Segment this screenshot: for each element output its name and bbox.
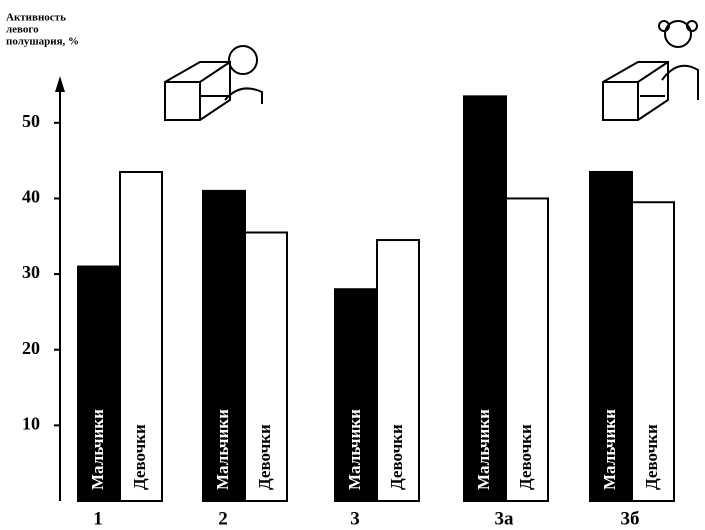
bar-label: Девочки bbox=[387, 424, 406, 490]
bar-label: Мальчики bbox=[474, 409, 493, 490]
x-tick-label: 1 bbox=[93, 508, 103, 529]
y-tick-label: 30 bbox=[22, 262, 40, 282]
y-tick-label: 20 bbox=[22, 338, 40, 358]
bar-label: Мальчики bbox=[88, 409, 107, 490]
bar-label: Девочки bbox=[255, 424, 274, 490]
page: Активностьлевогополушария, % 10 20 30 40 50 1 М… bbox=[0, 0, 705, 530]
bar-label: Девочки bbox=[130, 424, 149, 490]
bar-label: Мальчики bbox=[213, 409, 232, 490]
icon-girl bbox=[603, 21, 698, 120]
y-tick-label: 50 bbox=[22, 111, 40, 131]
x-tick-label: 3б bbox=[621, 508, 640, 529]
y-axis-label: полушария, % bbox=[6, 36, 79, 48]
x-tick-label: 2 bbox=[218, 508, 228, 529]
bar-label: Девочки bbox=[516, 424, 535, 490]
y-axis-arrow bbox=[55, 76, 65, 92]
x-tick-label: 3 bbox=[350, 508, 360, 529]
y-tick-label: 10 bbox=[22, 413, 40, 433]
y-tick-label: 40 bbox=[22, 187, 40, 207]
bar-label: Мальчики bbox=[600, 409, 619, 490]
y-axis-label: левого bbox=[6, 24, 39, 36]
x-tick-label: 3а bbox=[495, 508, 515, 529]
bar-label: Девочки bbox=[642, 424, 661, 490]
chart: Активностьлевогополушария, % 10 20 30 40 50 1 М… bbox=[0, 0, 705, 530]
icon-boy bbox=[165, 46, 262, 120]
bar-label: Мальчики bbox=[345, 409, 364, 490]
y-axis-label: Активность bbox=[6, 12, 66, 24]
